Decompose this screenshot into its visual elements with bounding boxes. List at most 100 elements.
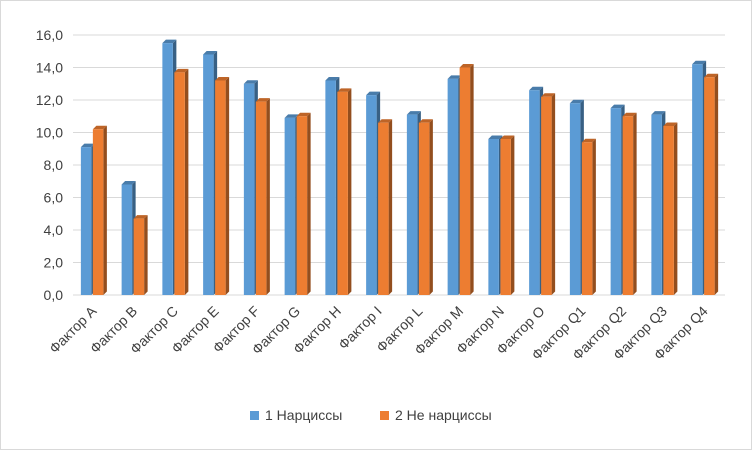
bar (500, 139, 511, 295)
bar-top (581, 138, 596, 143)
bar-top (121, 181, 136, 185)
bar-group (651, 111, 678, 295)
bar (162, 43, 173, 295)
bar-group (325, 77, 352, 295)
bar-group (610, 104, 637, 295)
bar-top (541, 93, 556, 97)
bar-side (225, 77, 230, 295)
bar (541, 96, 552, 295)
bar-group (692, 60, 719, 295)
bar (378, 122, 389, 295)
bars (80, 39, 719, 295)
bar-top (459, 64, 474, 68)
bar-side (510, 135, 515, 295)
bar (447, 78, 459, 295)
bar (663, 126, 674, 295)
bar-top (174, 68, 189, 73)
legend-label: 1 Нарциссы (265, 407, 342, 423)
bar (581, 142, 593, 295)
bar (296, 116, 308, 295)
bar-top (337, 88, 352, 92)
bar-group (80, 125, 107, 295)
bar-top (296, 112, 311, 117)
y-tick-label: 4,0 (44, 222, 64, 238)
legend-item: 2 Не нарциссы (380, 407, 492, 423)
y-tick-label: 16,0 (36, 27, 63, 43)
bar (610, 108, 622, 295)
y-axis-ticks: 0,0 2,0 4,0 6,0 8,0 10,0 12,0 14,0 16,0 (36, 27, 63, 303)
bar-top (622, 112, 637, 117)
bar-top (325, 77, 340, 81)
bar-top (255, 98, 270, 102)
bar-group (569, 99, 596, 295)
bar-group (243, 80, 270, 295)
bar (174, 72, 185, 295)
bar (80, 147, 92, 295)
legend: 1 Нарциссы 2 Не нарциссы (250, 407, 492, 423)
bar (418, 122, 430, 295)
bar-top (203, 51, 218, 55)
bar-group (366, 91, 393, 295)
bar-side (266, 98, 270, 295)
y-tick-label: 14,0 (36, 60, 63, 76)
bar-top (284, 114, 299, 118)
bar-group (488, 135, 515, 295)
bar-group (162, 39, 189, 295)
bar-top (378, 119, 393, 123)
bar (651, 114, 662, 295)
bar-side (388, 119, 393, 295)
legend-item: 1 Нарциссы (250, 407, 342, 423)
legend-swatch (380, 411, 389, 420)
bar (488, 139, 499, 295)
bar-top (418, 119, 433, 123)
y-tick-label: 10,0 (36, 125, 63, 141)
bar-top (92, 125, 107, 130)
bar-side (103, 125, 107, 295)
bar-top (610, 104, 625, 109)
bar-top (80, 143, 95, 148)
y-tick-label: 0,0 (44, 287, 64, 303)
bar (569, 103, 581, 295)
bar (406, 114, 418, 295)
bar (366, 95, 377, 295)
bar-side (633, 112, 637, 295)
y-tick-label: 6,0 (44, 190, 64, 206)
bar-side (307, 112, 311, 295)
bar (92, 129, 104, 295)
bar-side (184, 68, 189, 295)
bar-side (592, 138, 596, 295)
bar-top (366, 91, 381, 96)
bar (121, 184, 133, 295)
bar (284, 117, 296, 295)
bar-side (714, 73, 719, 295)
bar-top (692, 60, 707, 65)
bar-side (470, 64, 474, 295)
bar (133, 218, 145, 295)
y-tick-label: 12,0 (36, 92, 63, 108)
bar-top (529, 86, 544, 91)
bar-top (500, 135, 515, 139)
bar (704, 77, 715, 295)
bar-group (203, 51, 230, 295)
bar (529, 90, 540, 295)
bar (622, 116, 634, 295)
bar-group (284, 112, 311, 295)
bar (243, 83, 255, 295)
bar-top (447, 75, 462, 79)
bar (203, 54, 214, 295)
y-tick-label: 8,0 (44, 157, 64, 173)
bar-top (162, 39, 177, 44)
bar-top (663, 122, 678, 126)
bar-side (551, 93, 556, 295)
legend-label: 2 Не нарциссы (395, 407, 492, 423)
legend-swatch (250, 411, 259, 420)
bar-top (704, 73, 719, 78)
bar (255, 101, 267, 295)
y-tick-label: 2,0 (44, 255, 64, 271)
bar-top (243, 80, 258, 84)
bar-top (651, 111, 666, 115)
bar-top (569, 99, 584, 104)
bar (325, 80, 336, 295)
bar-side (429, 119, 433, 295)
